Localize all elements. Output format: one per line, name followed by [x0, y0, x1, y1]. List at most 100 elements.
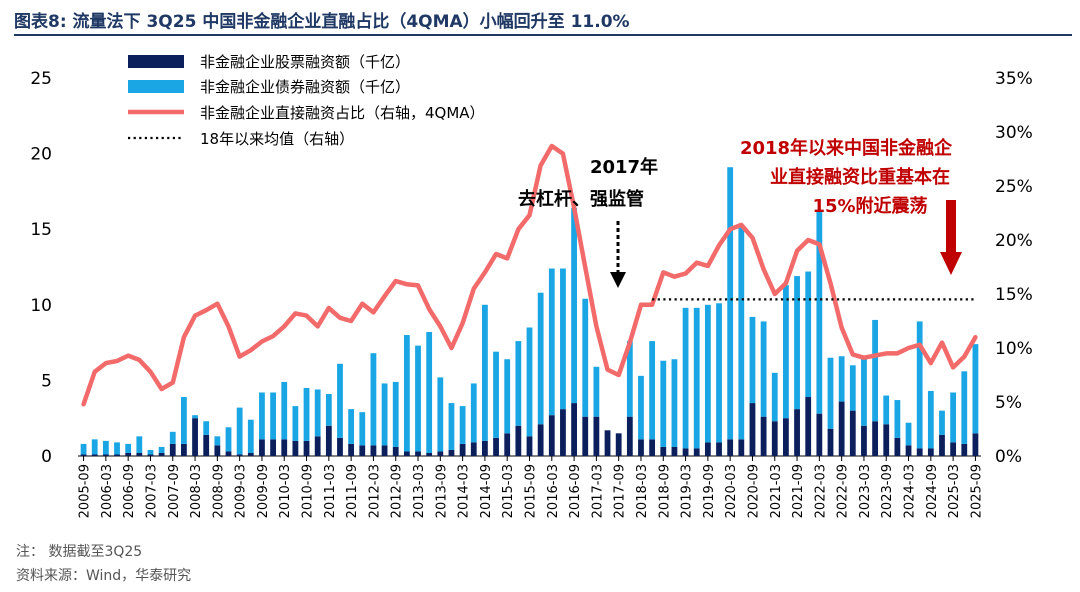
- bar-stock: [270, 439, 276, 456]
- bar-stock: [459, 443, 466, 456]
- bar-stock: [426, 452, 433, 456]
- annotation-red-line1: 2018年以来中国非金融企: [740, 137, 953, 159]
- bar-bond: [783, 285, 789, 419]
- bar-stock: [504, 433, 511, 456]
- bar-stock: [515, 425, 522, 456]
- bar-stock: [415, 451, 421, 456]
- bar-bond: [816, 211, 823, 414]
- title-rule: [14, 34, 1072, 36]
- bar-bond: [526, 327, 533, 437]
- legend-swatch-stock: [128, 55, 184, 68]
- bar-stock: [805, 397, 812, 456]
- bar-bond: [236, 407, 243, 455]
- bar-bond: [348, 409, 355, 444]
- bar-bond: [247, 419, 254, 453]
- x-tick-label: 2013-09: [434, 464, 449, 518]
- x-tick-label: 2017-03: [590, 464, 605, 518]
- bar-bond: [560, 268, 566, 410]
- bar-stock: [849, 410, 856, 456]
- bar-stock: [950, 442, 957, 456]
- bar-stock: [548, 415, 555, 456]
- bar-bond: [693, 307, 700, 449]
- bar-bond: [649, 341, 656, 440]
- footnote-source: 资料来源：Wind，华泰研究: [16, 568, 192, 584]
- bar-stock: [80, 454, 87, 456]
- y-right-tick-label: 0%: [995, 447, 1022, 467]
- bar-bond: [203, 421, 210, 435]
- bar-bond: [403, 335, 410, 452]
- bar-bond: [270, 392, 276, 440]
- annotation-2017-line2: 去杠杆、强监管: [518, 188, 644, 210]
- bar-bond: [303, 387, 310, 441]
- bar-bond: [805, 271, 812, 398]
- y-left-tick-label: 10: [30, 296, 52, 316]
- bar-stock: [939, 434, 945, 456]
- bar-stock: [91, 454, 98, 456]
- bar-stock: [359, 445, 366, 456]
- bar-stock: [905, 445, 912, 456]
- bar-stock: [114, 454, 120, 456]
- figure-title: 图表8: 流量法下 3Q25 中国非金融企业直融占比（4QMA）小幅回升至 11…: [14, 12, 630, 32]
- bar-stock: [482, 440, 488, 456]
- legend-swatch-bond: [128, 80, 184, 93]
- bar-stock: [727, 439, 734, 456]
- y-left-tick-label: 15: [30, 220, 52, 240]
- x-tick-label: 2012-09: [390, 464, 405, 518]
- bar-stock: [972, 433, 979, 456]
- bar-bond: [872, 319, 878, 422]
- bar-bond: [927, 390, 934, 449]
- bar-bond: [337, 363, 343, 438]
- bar-bond: [381, 383, 388, 446]
- bar-bond: [939, 410, 945, 435]
- bar-stock: [337, 437, 343, 456]
- x-tick-label: 2006-09: [122, 464, 137, 518]
- bar-bond: [883, 395, 890, 425]
- bar-bond: [415, 345, 421, 452]
- bar-stock: [247, 452, 254, 456]
- bar-stock: [437, 451, 444, 456]
- x-tick-label: 2024-03: [903, 464, 918, 518]
- bar-bond: [838, 356, 845, 402]
- x-tick-label: 2019-03: [680, 464, 695, 518]
- bar-bond: [537, 292, 544, 425]
- bar-stock: [716, 442, 722, 456]
- bar-bond: [727, 167, 734, 440]
- annotation-red-arrow-head: [940, 252, 962, 275]
- bar-bond: [738, 224, 745, 440]
- lines: [81, 143, 978, 407]
- bar-stock: [927, 448, 934, 456]
- y-left-tick-label: 20: [30, 145, 52, 165]
- annotation-2017-arrow-head: [610, 272, 626, 288]
- x-tick-label: 2021-03: [769, 464, 784, 518]
- bar-stock: [738, 439, 745, 456]
- bar-bond: [325, 394, 332, 426]
- bar-bond: [905, 422, 912, 446]
- bar-stock: [649, 439, 656, 456]
- legend-label: 非金融企业债券融资额（千亿）: [200, 78, 410, 96]
- x-tick-label: 2008-09: [211, 464, 226, 518]
- x-tick-label: 2005-09: [78, 464, 93, 518]
- bar-bond: [259, 392, 265, 440]
- bar-stock: [348, 443, 355, 456]
- x-tick-label: 2023-03: [858, 464, 873, 518]
- legend-label: 非金融企业直接融资占比（右轴，4QMA）: [200, 104, 485, 122]
- y-right-tick-label: 5%: [995, 393, 1022, 413]
- bar-stock: [827, 428, 834, 456]
- x-tick-label: 2014-09: [479, 464, 494, 518]
- bar-stock: [560, 409, 566, 456]
- bar-bond: [972, 344, 979, 434]
- bar-bond: [571, 208, 577, 404]
- bar-stock: [771, 421, 778, 456]
- x-tick-label: 2011-09: [345, 464, 360, 518]
- bar-stock: [259, 439, 265, 456]
- chart: 0 5 10 15 20 25 0% 5% 10% 15% 20% 25% 30% 35% 2005-09 2…: [30, 53, 1032, 518]
- bar-bond: [91, 439, 98, 455]
- x-tick-label: 2010-09: [301, 464, 316, 518]
- bar-stock: [638, 439, 644, 456]
- x-tick-label: 2017-09: [613, 464, 628, 518]
- bar-bond: [147, 449, 154, 455]
- legend-label: 18年以来均值（右轴）: [200, 130, 354, 148]
- bar-bond: [515, 341, 522, 426]
- bar-bond: [849, 365, 856, 411]
